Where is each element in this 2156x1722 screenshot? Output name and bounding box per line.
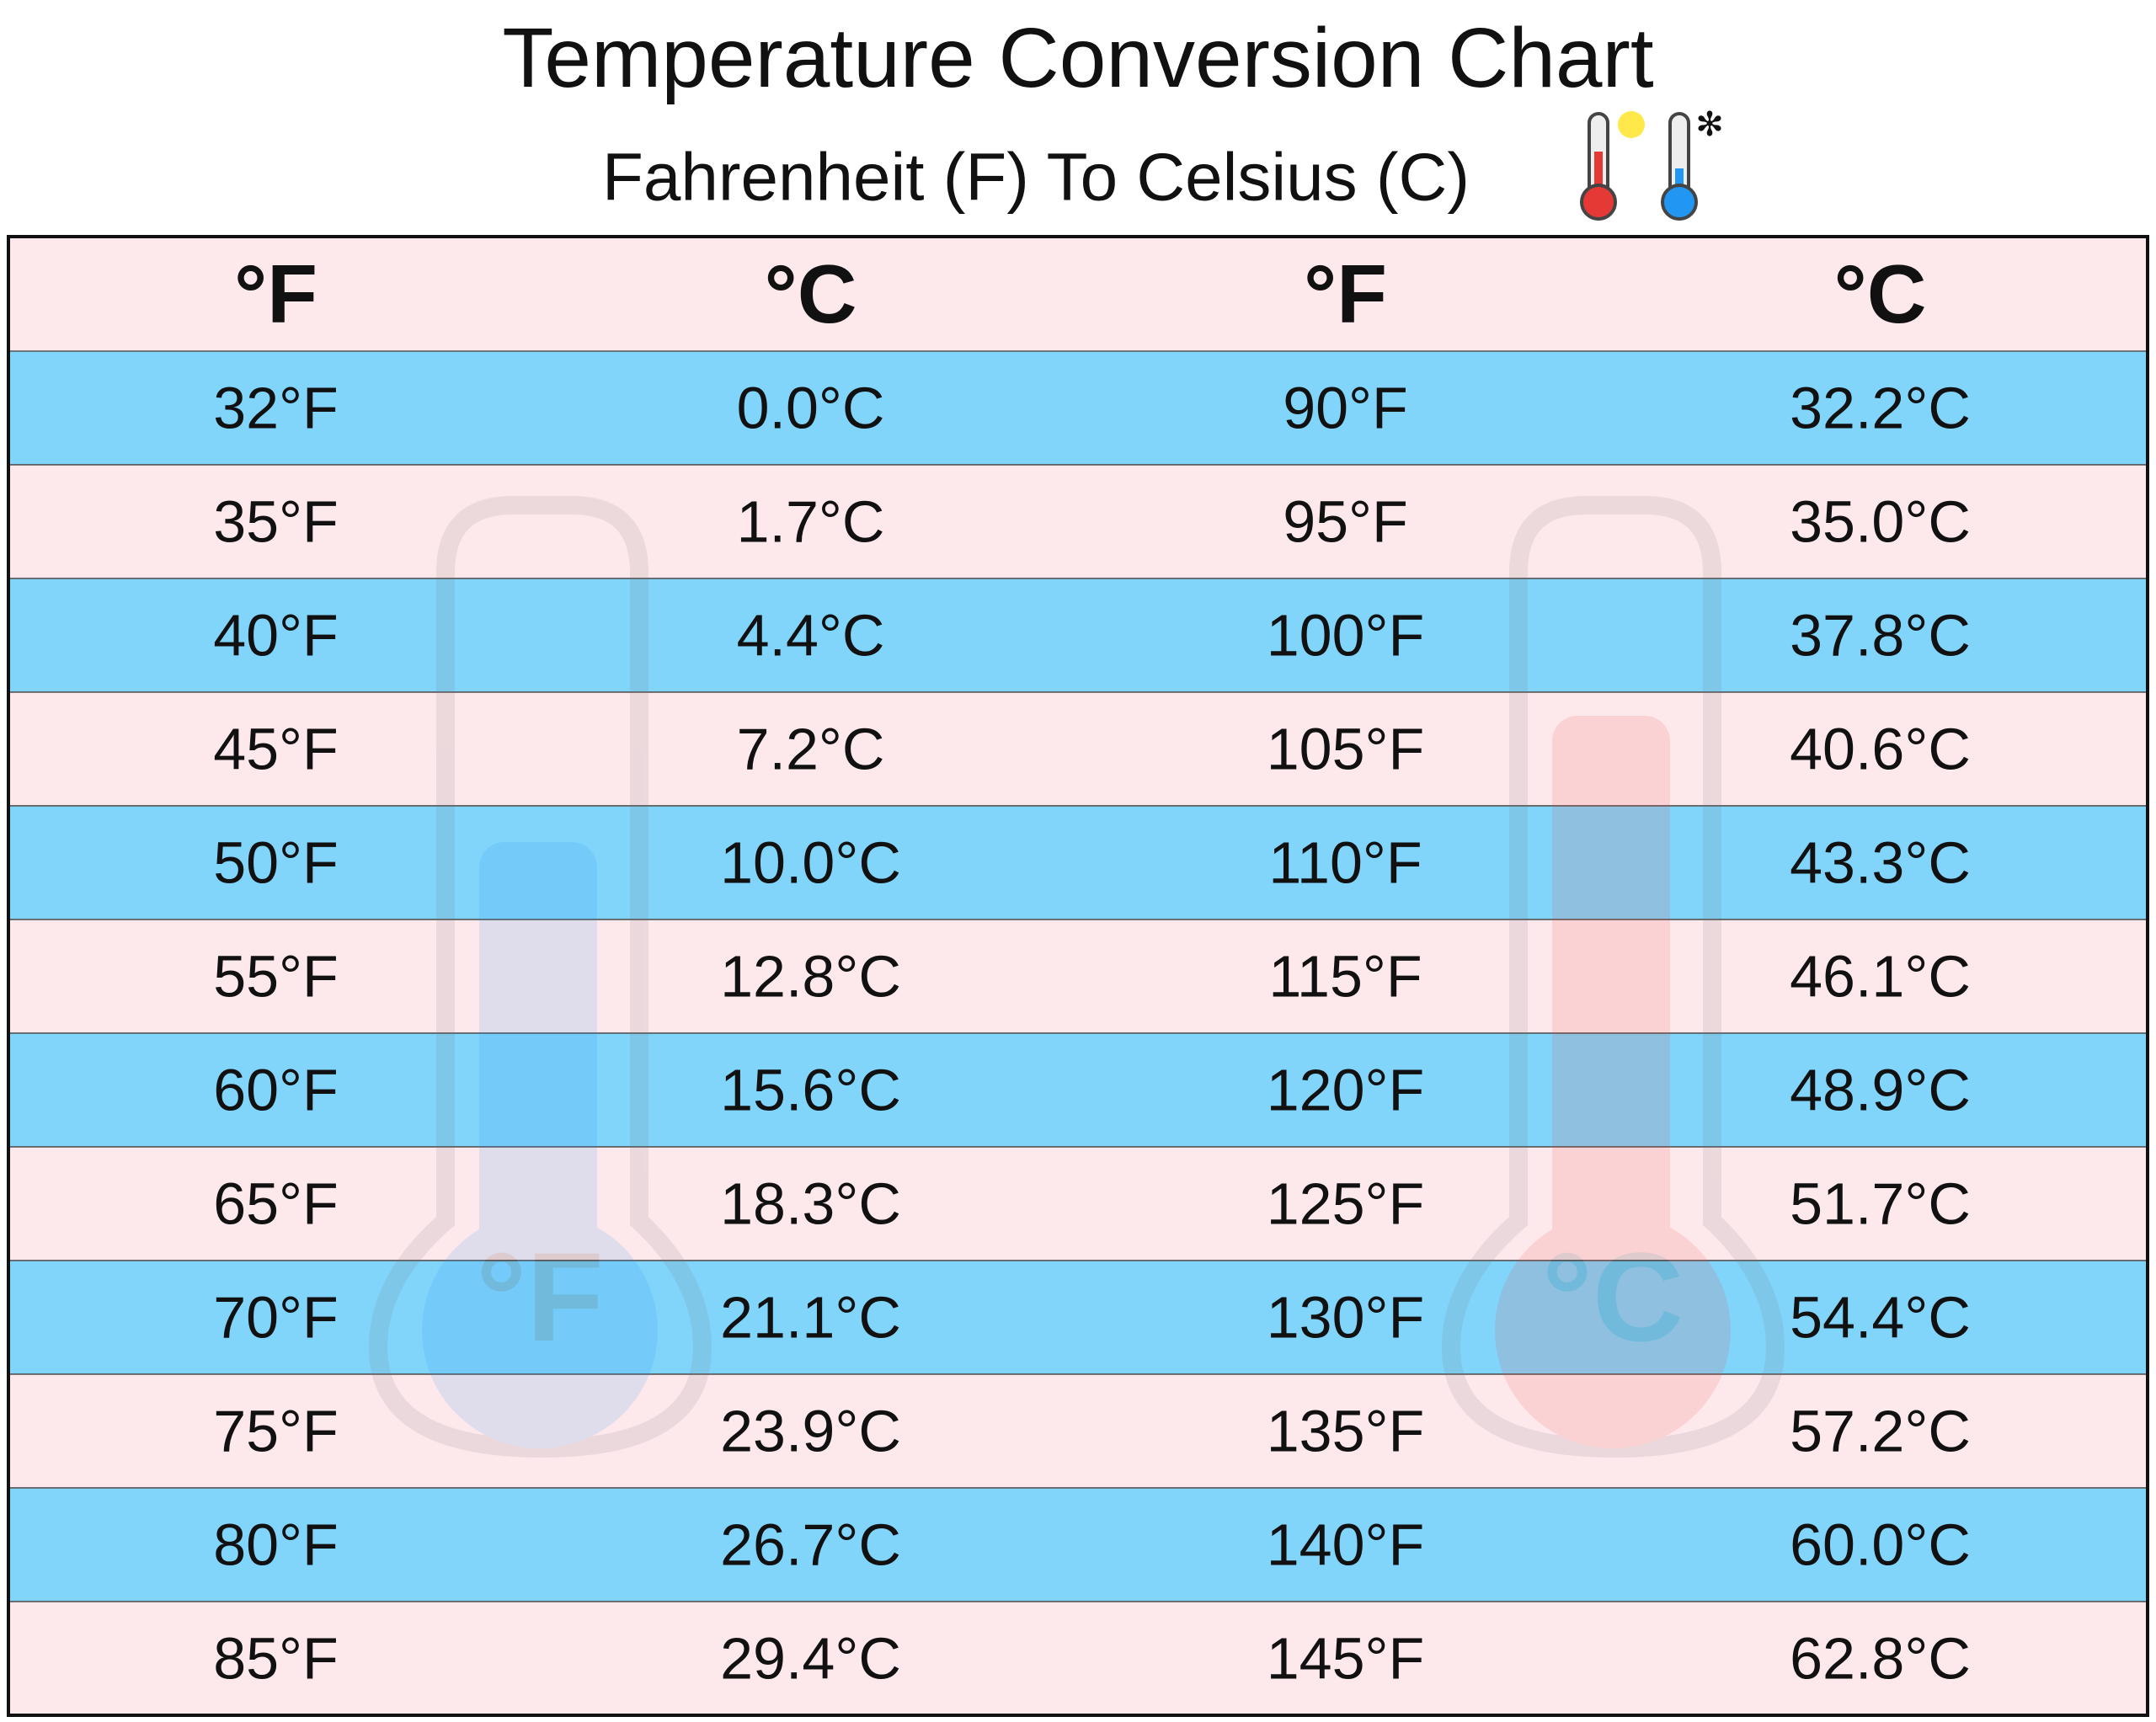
cell: 130°F <box>1267 1285 1425 1351</box>
column-header: °F <box>1304 248 1387 340</box>
cell: 26.7°C <box>720 1512 901 1578</box>
cell: 21.1°C <box>720 1285 901 1351</box>
cell: 29.4°C <box>720 1626 901 1692</box>
cell: 65°F <box>213 1171 339 1237</box>
cell: 12.8°C <box>720 944 901 1010</box>
cell: 85°F <box>213 1626 339 1692</box>
cell: 32.2°C <box>1790 376 1971 441</box>
cell: 80°F <box>213 1512 339 1578</box>
cell: 40°F <box>213 603 339 669</box>
cell: 60°F <box>213 1058 339 1123</box>
row-bg <box>8 1146 2148 1261</box>
cell: 60.0°C <box>1790 1512 1971 1578</box>
watermark-label: °F <box>476 1226 604 1367</box>
cell: 18.3°C <box>720 1171 901 1237</box>
watermark: °F °C <box>368 496 1785 1458</box>
table-border <box>7 235 2149 1717</box>
cell: 75°F <box>213 1399 339 1464</box>
cell: 90°F <box>1283 376 1408 441</box>
cell: 40.6°C <box>1790 717 1971 782</box>
cell: 51.7°C <box>1790 1171 1971 1237</box>
cell: 46.1°C <box>1790 944 1971 1010</box>
cell: 120°F <box>1267 1058 1425 1123</box>
cell: 15.6°C <box>720 1058 901 1123</box>
cell: 125°F <box>1267 1171 1425 1237</box>
watermark-thermometer <box>368 496 712 1458</box>
row-bg <box>8 919 2148 1034</box>
cell: 57.2°C <box>1790 1399 1971 1464</box>
watermark-fill <box>1552 716 1670 1263</box>
cell: 54.4°C <box>1790 1285 1971 1351</box>
cell: 0.0°C <box>737 376 885 441</box>
row-bg <box>8 1487 2148 1602</box>
cell: 55°F <box>213 944 339 1010</box>
cell: 50°F <box>213 830 339 896</box>
cell: 43.3°C <box>1790 830 1971 896</box>
cell: 10.0°C <box>720 830 901 896</box>
cell: 135°F <box>1267 1399 1425 1464</box>
column-header: °C <box>765 248 857 340</box>
cell: 62.8°C <box>1790 1626 1971 1692</box>
row-bg <box>8 805 2148 920</box>
watermark-bulb <box>422 1213 658 1448</box>
cell: 4.4°C <box>737 603 885 669</box>
cell: 32°F <box>213 376 339 441</box>
cell: 1.7°C <box>737 489 885 555</box>
title: Temperature Conversion Chart <box>502 11 1654 105</box>
header-row-bg <box>8 237 2148 351</box>
column-header: °F <box>234 248 318 340</box>
cell: 37.8°C <box>1790 603 1971 669</box>
row-bg <box>8 464 2148 579</box>
row-bg <box>8 1373 2148 1489</box>
cell: 7.2°C <box>737 717 885 782</box>
cell: 70°F <box>213 1285 339 1351</box>
cell: 105°F <box>1267 717 1425 782</box>
cell: 140°F <box>1267 1512 1425 1578</box>
cell: 95°F <box>1283 489 1408 555</box>
cell: 35°F <box>213 489 339 555</box>
cell: 100°F <box>1267 603 1425 669</box>
row-bg <box>8 350 2148 466</box>
watermark-thermometer <box>1441 496 1785 1458</box>
cell: 115°F <box>1268 944 1422 1010</box>
row-bg <box>8 1032 2148 1148</box>
cold-thermometer-icon: ✻ <box>1661 106 1724 221</box>
column-header: °C <box>1834 248 1927 340</box>
row-bg <box>8 578 2148 693</box>
snowflake-icon: ✻ <box>1695 106 1724 143</box>
cell: 23.9°C <box>720 1399 901 1464</box>
table: °F °C °F °C °F °C 32°F 0.0°C 90°F 32.2°C 35°F 1.7°C… <box>7 235 2149 1717</box>
watermark-bulb <box>1495 1213 1731 1448</box>
cell: 48.9°C <box>1790 1058 1971 1123</box>
cell: 110°F <box>1268 830 1422 896</box>
cell: 35.0°C <box>1790 489 1971 555</box>
hot-thermometer-icon <box>1580 111 1645 221</box>
watermark-label: °C <box>1542 1226 1684 1367</box>
watermark-fill <box>479 842 597 1263</box>
cell: 145°F <box>1267 1626 1425 1692</box>
subtitle: Fahrenheit (F) To Celsius (C) <box>602 140 1470 215</box>
row-bg <box>8 1601 2148 1716</box>
cell: 45°F <box>213 717 339 782</box>
